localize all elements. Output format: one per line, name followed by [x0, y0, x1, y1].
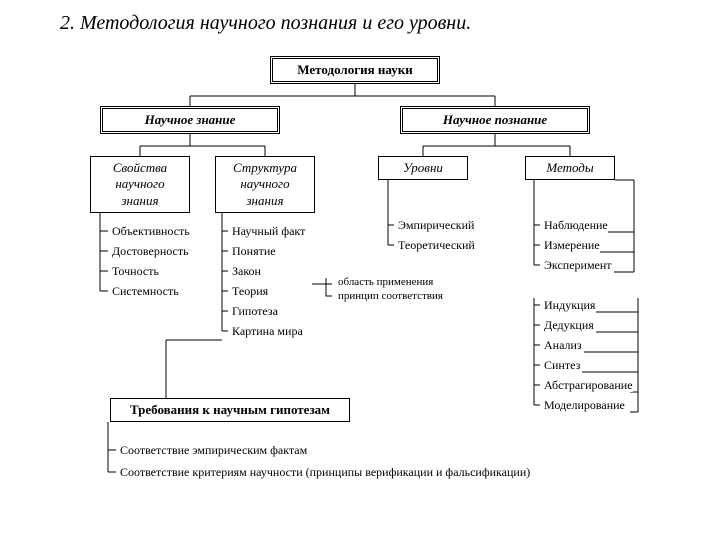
list-item: Измерение	[544, 238, 600, 252]
list-item: Теория	[232, 284, 268, 298]
list-item: Теоретический	[398, 238, 475, 252]
page-title: 2. Методология научного познания и его у…	[60, 12, 471, 35]
list-item: Абстрагирование	[544, 378, 633, 392]
list-item: Научный факт	[232, 224, 305, 238]
list-item: Соответствие критериям научности (принци…	[120, 465, 530, 479]
list-item: Дедукция	[544, 318, 594, 332]
node-poznanie: Научное познание	[400, 106, 590, 134]
list-item: Гипотеза	[232, 304, 278, 318]
list-item: Наблюдение	[544, 218, 608, 232]
node-requirements: Требования к научным гипотезам	[110, 398, 350, 422]
list-item: Понятие	[232, 244, 276, 258]
node-urovni: Уровни	[378, 156, 468, 180]
node-svoistva: Свойстванаучногознания	[90, 156, 190, 213]
node-struktura: Структуранаучногознания	[215, 156, 315, 213]
node-znanie: Научное знание	[100, 106, 280, 134]
list-item: Картина мира	[232, 324, 303, 338]
list-item: Соответствие эмпирическим фактам	[120, 443, 307, 457]
list-item: Закон	[232, 264, 261, 278]
list-item: Моделирование	[544, 398, 625, 412]
node-root: Методология науки	[270, 56, 440, 84]
annotation-teoria-1: область применения	[338, 276, 433, 289]
list-item: Достоверность	[112, 244, 189, 258]
annotation-teoria-2: принцип соответствия	[338, 290, 443, 303]
node-metody: Методы	[525, 156, 615, 180]
list-item: Эмпирический	[398, 218, 474, 232]
list-item: Индукция	[544, 298, 595, 312]
list-item: Объективность	[112, 224, 190, 238]
list-item: Эксперимент	[544, 258, 612, 272]
list-item: Анализ	[544, 338, 582, 352]
list-item: Синтез	[544, 358, 580, 372]
list-item: Системность	[112, 284, 179, 298]
list-item: Точность	[112, 264, 159, 278]
